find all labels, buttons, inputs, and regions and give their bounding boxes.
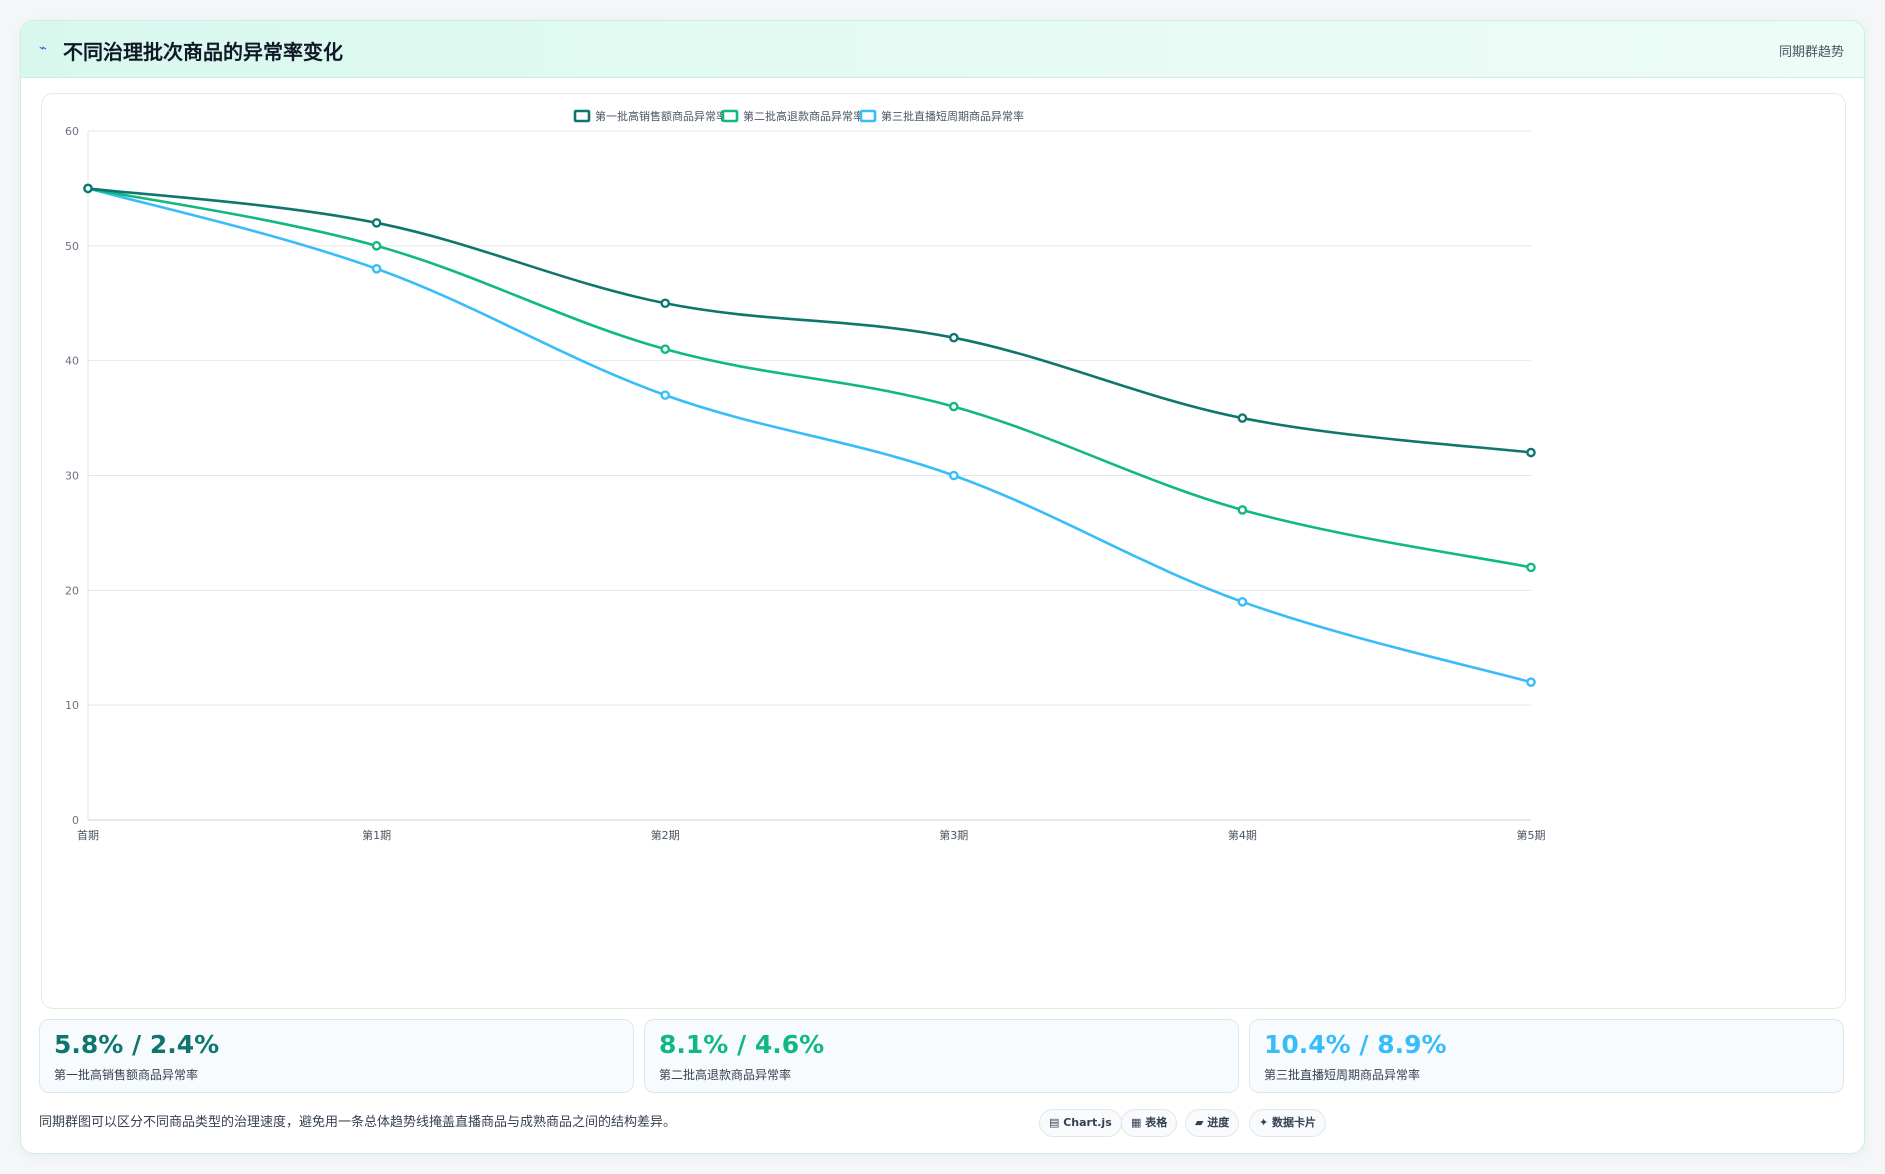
data-point [1237, 505, 1248, 515]
data-point [660, 344, 671, 354]
y-tick-label: 40 [65, 355, 79, 368]
data-point [371, 241, 382, 251]
x-tick-label: 第2期 [651, 828, 680, 842]
stat-value: 8.1% / 4.6% [659, 1030, 825, 1059]
footer-note: 同期群图可以区分不同商品类型的治理速度，避免用一条总体趋势线掩盖直播商品与成熟商… [39, 1115, 677, 1130]
stat-label: 第三批直播短周期商品异常率 [1264, 1068, 1421, 1082]
data-point [1237, 413, 1248, 423]
x-tick-label: 第1期 [362, 828, 391, 842]
stat-card: 5.8% / 2.4% 第一批高销售额商品异常率 [39, 1019, 634, 1093]
panel-header: ⌁ 不同治理批次商品的异常率变化 同期群趋势 [21, 21, 1864, 78]
data-point [1526, 677, 1536, 688]
legend-label: 第一批高销售额商品异常率 [595, 109, 727, 123]
data-point [949, 401, 959, 412]
series-line [87, 187, 1532, 684]
x-tick-label: 首期 [77, 828, 99, 842]
chip-label: 表格 [1145, 1116, 1168, 1129]
header-tag: 同期群趋势 [1778, 45, 1844, 60]
data-point [660, 298, 671, 309]
chart-card: 0 10 20 30 40 50 60 首期 第1期 第2期 第3期 第4期 第5期 第一批高销售额商品异… [41, 93, 1846, 1009]
chip-data-card[interactable]: ✦ 数据卡片 [1249, 1109, 1327, 1137]
data-point [1526, 447, 1536, 458]
data-point [949, 332, 959, 343]
series-line [87, 187, 1532, 569]
data-point [660, 390, 671, 400]
chip-label: Chart.js [1063, 1116, 1112, 1129]
series-line [87, 187, 1532, 454]
stat-label: 第一批高销售额商品异常率 [54, 1068, 199, 1082]
y-tick-label: 50 [65, 240, 79, 253]
x-tick-label: 第4期 [1228, 828, 1257, 842]
y-tick-label: 20 [65, 584, 79, 597]
stat-value: 5.8% / 2.4% [54, 1030, 220, 1059]
legend-swatch [721, 109, 739, 123]
stat-card: 8.1% / 4.6% 第二批高退款商品异常率 [644, 1019, 1239, 1093]
stat-label: 第二批高退款商品异常率 [659, 1068, 792, 1082]
y-tick-label: 10 [65, 699, 79, 712]
y-tick-label: 60 [65, 125, 79, 138]
stat-value: 10.4% / 8.9% [1264, 1030, 1447, 1059]
stat-card: 10.4% / 8.9% 第三批直播短周期商品异常率 [1249, 1019, 1844, 1093]
chip-label: 数据卡片 [1272, 1116, 1317, 1129]
legend-swatch [859, 109, 877, 123]
line-chart: 0 10 20 30 40 50 60 首期 第1期 第2期 第3期 第4期 第5期 第一批高销售额商品异… [65, 109, 1546, 842]
legend-label: 第二批高退款商品异常率 [743, 109, 864, 123]
data-point [371, 263, 382, 274]
page-title: 不同治理批次商品的异常率变化 [63, 40, 343, 64]
chip-label: 进度 [1207, 1116, 1230, 1129]
y-tick-label: 30 [65, 470, 79, 483]
data-point [1526, 562, 1536, 573]
stat-cards: 5.8% / 2.4% 第一批高销售额商品异常率 8.1% / 4.6% 第二批… [39, 1019, 1846, 1093]
chip-chartjs[interactable]: ▤ Chart.js [1039, 1109, 1122, 1137]
chip-progress[interactable]: ▰ 进度 [1185, 1109, 1240, 1137]
data-point [83, 183, 93, 194]
x-tick-label: 第3期 [939, 828, 968, 842]
legend-label: 第三批直播短周期商品异常率 [881, 109, 1024, 123]
chart-icon: ▤ [1049, 1116, 1064, 1129]
chart-panel: ⌁ 不同治理批次商品的异常率变化 同期群趋势 0 10 20 30 40 50 60 首期 第1… [20, 20, 1865, 1154]
x-tick-label: 第5期 [1517, 828, 1546, 842]
legend-swatch [573, 109, 591, 123]
table-icon: ▦ [1131, 1116, 1146, 1129]
card-icon: ✦ [1259, 1116, 1273, 1129]
data-point [371, 218, 382, 228]
progress-icon: ▰ [1195, 1116, 1208, 1129]
trend-icon: ⌁ [39, 41, 47, 56]
y-tick-label: 0 [72, 814, 79, 827]
chip-table[interactable]: ▦ 表格 [1121, 1109, 1178, 1137]
data-point [1237, 597, 1248, 607]
data-point [949, 470, 959, 481]
